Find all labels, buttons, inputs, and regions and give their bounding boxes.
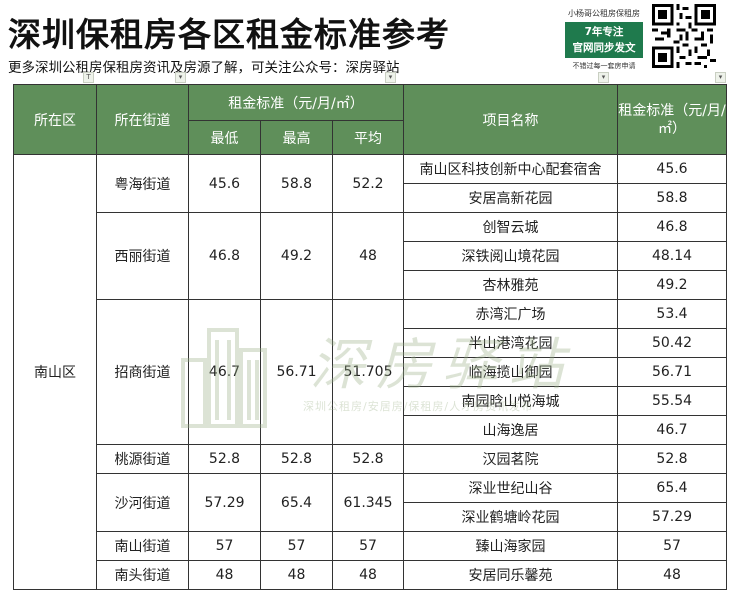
street-cell: 招商街道 [96, 299, 189, 445]
table-row: 临海揽山御园 56.71 [14, 357, 727, 387]
table-row: 山海逸居 46.7 [14, 415, 727, 445]
avg-rent-cell: 61.345 [332, 473, 404, 532]
filter-dropdown-icon[interactable]: ▾ [385, 72, 396, 83]
project-name-cell: 深业鹤塘岭花园 [403, 502, 618, 532]
project-rent-cell: 65.4 [617, 473, 727, 503]
promo-top-text: 小杨哥公租房保租房 [568, 9, 640, 18]
table-row: 南山街道 57 57 57 臻山海家园 57 [14, 531, 727, 561]
avg-rent-cell: 57 [332, 531, 404, 561]
street-cell: 南头街道 [96, 560, 189, 590]
promo-block: 小杨哥公租房保租房 7年专注 官网同步发文 不错过每一套房申请 [563, 4, 645, 70]
filter-marker-icon[interactable]: T [83, 72, 94, 83]
project-rent-cell: 57.29 [617, 502, 727, 532]
project-rent-cell: 58.8 [617, 183, 727, 213]
header-max: 最高 [260, 120, 333, 155]
min-rent-cell: 57 [188, 531, 261, 561]
table-row: 南园晗山悦海城 55.54 [14, 386, 727, 416]
project-rent-cell: 57 [617, 531, 727, 561]
header-street: 所在街道 [96, 84, 189, 155]
filter-dropdown-icon[interactable]: ▾ [598, 72, 609, 83]
filter-dropdown-icon[interactable]: ▾ [175, 72, 186, 83]
avg-rent-cell: 48 [332, 560, 404, 590]
filter-dropdown-icon[interactable]: ▾ [715, 72, 726, 83]
project-name-cell: 赤湾汇广场 [403, 299, 618, 329]
qr-code-icon [652, 4, 716, 68]
project-rent-cell: 50.42 [617, 328, 727, 358]
max-rent-cell: 52.8 [260, 444, 333, 474]
max-rent-cell: 56.71 [260, 299, 333, 445]
street-cell: 桃源街道 [96, 444, 189, 474]
project-name-cell: 南园晗山悦海城 [403, 386, 618, 416]
min-rent-cell: 45.6 [188, 154, 261, 213]
table-row: 杏林雅苑 49.2 [14, 270, 727, 300]
project-name-cell: 安居高新花园 [403, 183, 618, 213]
project-rent-cell: 46.8 [617, 212, 727, 242]
table-row: 桃源街道 52.8 52.8 52.8 汉园茗院 52.8 [14, 444, 727, 474]
min-rent-cell: 52.8 [188, 444, 261, 474]
min-rent-cell: 46.8 [188, 212, 261, 300]
promo-badge-line2: 官网同步发文 [572, 42, 636, 54]
max-rent-cell: 57 [260, 531, 333, 561]
promo-badge: 7年专注 官网同步发文 [565, 22, 643, 58]
avg-rent-cell: 48 [332, 212, 404, 300]
street-cell: 西丽街道 [96, 212, 189, 300]
project-rent-cell: 55.54 [617, 386, 727, 416]
header-rent-standard: 租金标准（元/月/㎡） [188, 84, 404, 121]
table-row: 南头街道 48 48 48 安居同乐馨苑 48 [14, 560, 727, 590]
table-body: 南山区 粤海街道 45.6 58.8 52.2 南山区科技创新中心配套宿舍 45.6 安居高新… [13, 154, 727, 590]
table-row: 半山港湾花园 50.42 [14, 328, 727, 358]
project-name-cell: 半山港湾花园 [403, 328, 618, 358]
project-rent-cell: 56.71 [617, 357, 727, 387]
header-project: 项目名称 [403, 84, 618, 155]
project-name-cell: 臻山海家园 [403, 531, 618, 561]
max-rent-cell: 65.4 [260, 473, 333, 532]
max-rent-cell: 48 [260, 560, 333, 590]
project-name-cell: 山海逸居 [403, 415, 618, 445]
max-rent-cell: 58.8 [260, 154, 333, 213]
table-row: 西丽街道 46.8 49.2 48 创智云城 46.8 [14, 212, 727, 300]
project-name-cell: 创智云城 [403, 212, 618, 242]
project-name-cell: 临海揽山御园 [403, 357, 618, 387]
header-district: 所在区 [13, 84, 97, 155]
max-rent-cell: 49.2 [260, 212, 333, 300]
page-subtitle: 更多深圳公租房保租房资讯及房源了解，可关注公众号：深房驿站 [8, 60, 400, 76]
project-name-cell: 杏林雅苑 [403, 270, 618, 300]
street-cell: 沙河街道 [96, 473, 189, 532]
project-rent-cell: 46.7 [617, 415, 727, 445]
project-rent-cell: 48.14 [617, 241, 727, 271]
header-min: 最低 [188, 120, 261, 155]
table-row: 沙河街道 57.29 65.4 61.345 深业世纪山谷 65.4 [14, 473, 727, 532]
project-name-cell: 南山区科技创新中心配套宿舍 [403, 154, 618, 184]
project-rent-cell: 49.2 [617, 270, 727, 300]
project-name-cell: 深业世纪山谷 [403, 473, 618, 503]
project-name-cell: 深铁阅山境花园 [403, 241, 618, 271]
table-row: 南山区 粤海街道 45.6 58.8 52.2 南山区科技创新中心配套宿舍 45.6 [13, 154, 727, 590]
table-row: 安居高新花园 58.8 [14, 183, 727, 213]
project-rent-cell: 52.8 [617, 444, 727, 474]
header-rent-standard-right: 租金标准（元/月/㎡） [617, 84, 727, 155]
table-row: 招商街道 46.7 56.71 51.705 赤湾汇广场 53.4 [14, 299, 727, 445]
avg-rent-cell: 52.2 [332, 154, 404, 213]
street-cell: 南山街道 [96, 531, 189, 561]
table-row: 深铁阅山境花园 48.14 [14, 241, 727, 271]
street-cell: 粤海街道 [96, 154, 189, 213]
project-name-cell: 汉园茗院 [403, 444, 618, 474]
min-rent-cell: 57.29 [188, 473, 261, 532]
header-avg: 平均 [332, 120, 404, 155]
page-title: 深圳保租房各区租金标准参考 [8, 15, 450, 54]
table-row: 深业鹤塘岭花园 57.29 [14, 502, 727, 532]
project-rent-cell: 53.4 [617, 299, 727, 329]
district-cell: 南山区 [13, 154, 97, 590]
promo-badge-line1: 7年专注 [584, 26, 624, 38]
project-rent-cell: 45.6 [617, 154, 727, 184]
project-name-cell: 安居同乐馨苑 [403, 560, 618, 590]
project-rent-cell: 48 [617, 560, 727, 590]
min-rent-cell: 46.7 [188, 299, 261, 445]
rent-table: 所在区 所在街道 租金标准（元/月/㎡） 项目名称 租金标准（元/月/㎡） 最低… [13, 84, 727, 590]
promo-bottom-text: 不错过每一套房申请 [572, 62, 636, 70]
avg-rent-cell: 52.8 [332, 444, 404, 474]
min-rent-cell: 48 [188, 560, 261, 590]
avg-rent-cell: 51.705 [332, 299, 404, 445]
